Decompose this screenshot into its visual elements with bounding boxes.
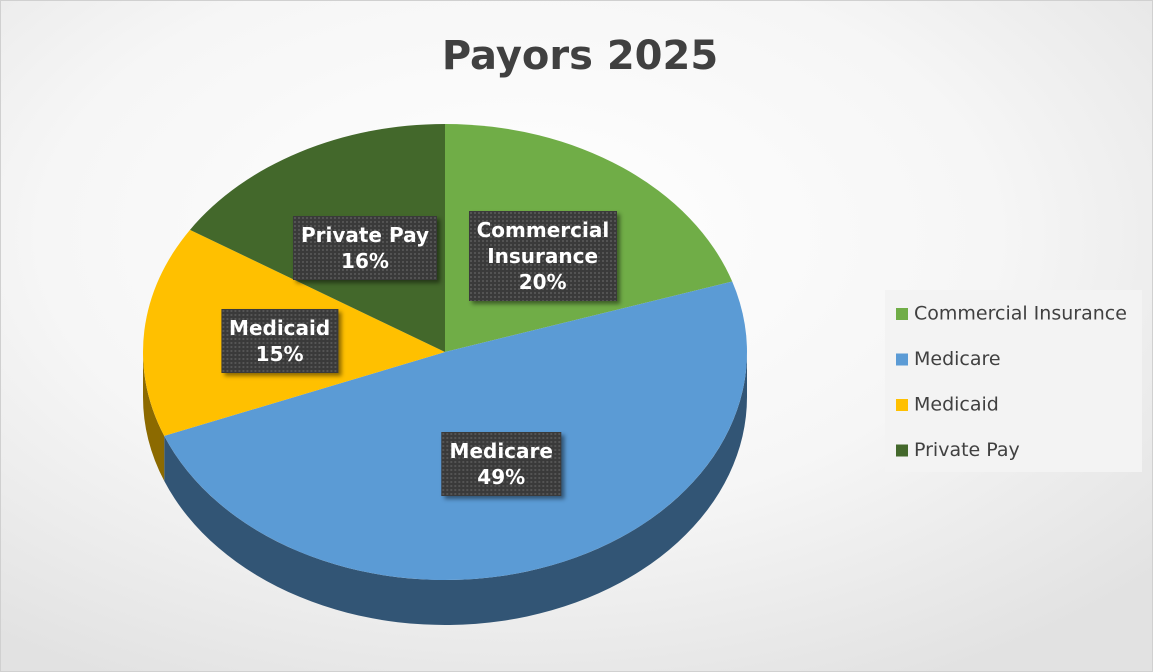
legend-box — [885, 290, 1142, 472]
label-name: Medicare — [449, 438, 553, 463]
data-label: Private Pay 16% — [292, 216, 437, 281]
slice — [164, 281, 747, 580]
data-label: Commercial Insurance 20% — [468, 211, 617, 302]
legend-label: Commercial Insurance — [914, 303, 1127, 325]
label-value: 49% — [477, 464, 526, 489]
slice-side — [164, 352, 747, 626]
pie — [143, 123, 747, 626]
chart-title: Payors 2025 — [442, 33, 718, 79]
label-value: 16% — [341, 249, 389, 274]
legend-swatch — [896, 353, 908, 366]
legend-swatch — [896, 444, 908, 457]
legend-swatch — [896, 308, 908, 320]
slice-side — [143, 352, 165, 481]
legend-label: Medicaid — [914, 394, 999, 416]
legend-label: Medicare — [914, 348, 1001, 370]
label-name: Medicaid — [229, 315, 331, 340]
label-name: Private Pay — [300, 223, 429, 248]
legend-swatch — [896, 399, 908, 411]
data-label: Medicare 49% — [441, 431, 561, 496]
data-label: Medicaid 15% — [221, 308, 339, 373]
legend-label: Private Pay — [914, 439, 1020, 461]
label-value: 15% — [255, 341, 304, 366]
label-name: Commercial Insurance — [476, 218, 610, 269]
label-value: 20% — [518, 270, 567, 295]
